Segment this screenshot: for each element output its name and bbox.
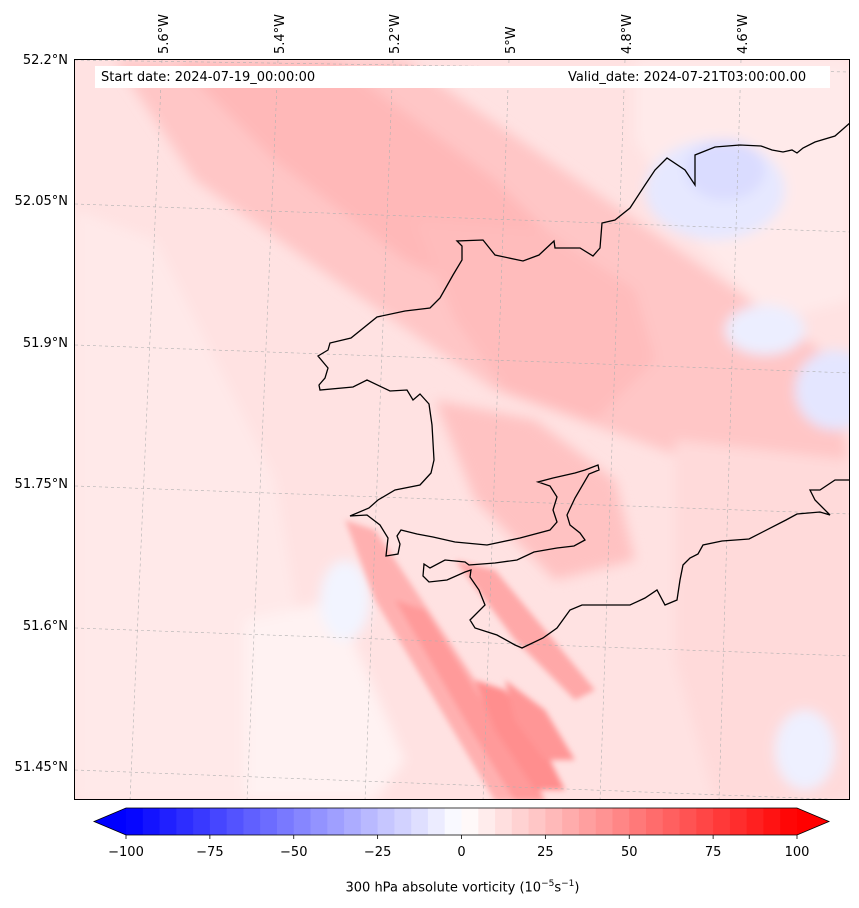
lat-label-52-05: 52.05°N xyxy=(14,194,68,209)
colorbar-segment xyxy=(679,808,697,835)
colorbar-segment xyxy=(511,808,530,835)
colorbar-segment xyxy=(126,808,144,835)
colorbar-title: 300 hPa absolute vorticity (10−5s−1) xyxy=(345,879,580,896)
colorbar-segment xyxy=(176,808,194,835)
colorbar-segment xyxy=(243,808,261,835)
colorbar-segment xyxy=(377,808,395,835)
colorbar-segment xyxy=(193,808,211,835)
lat-label-51-6: 51.6°N xyxy=(22,619,68,634)
colorbar-segment xyxy=(226,808,245,835)
colorbar-segment xyxy=(293,808,312,835)
coastline xyxy=(317,122,849,649)
colorbar-segment xyxy=(595,808,614,835)
colorbar-segment xyxy=(360,808,379,835)
colorbar-tick-label: 0 xyxy=(457,845,466,860)
colorbar-segment xyxy=(344,808,362,835)
colorbar-tick-label: 75 xyxy=(704,845,722,860)
lat-label-51-75: 51.75°N xyxy=(14,477,68,492)
colorbar-segment xyxy=(562,808,580,835)
colorbar-segment xyxy=(310,808,328,835)
colorbar-segment xyxy=(578,808,597,835)
colorbar-segment xyxy=(545,808,563,835)
lat-label-51-45: 51.45°N xyxy=(14,760,68,775)
colorbar-segment xyxy=(394,808,412,835)
colorbar-segment xyxy=(327,808,345,835)
colorbar-segment xyxy=(411,808,429,835)
colorbar-segment xyxy=(646,808,664,835)
colorbar-segment xyxy=(495,808,513,835)
lat-label-52-2: 52.2°N xyxy=(22,53,68,68)
colorbar-tick-label: 25 xyxy=(537,845,554,860)
info-banner xyxy=(95,66,830,88)
colorbar-segment xyxy=(713,808,731,835)
vorticity-map xyxy=(74,59,850,800)
colorbar-tick-label: 100 xyxy=(784,845,810,860)
colorbar-extend-max xyxy=(797,808,829,835)
colorbar-segment xyxy=(276,808,295,835)
colorbar-tick-label: −75 xyxy=(196,845,224,860)
colorbar-segment xyxy=(696,808,714,835)
colorbar-segment xyxy=(629,808,647,835)
colorbar-segment xyxy=(763,808,781,835)
colorbar-segment xyxy=(478,808,496,835)
colorbar-segment xyxy=(528,808,546,835)
colorbar-segment xyxy=(662,808,681,835)
lat-label-51-9: 51.9°N xyxy=(22,336,68,351)
graticule xyxy=(75,60,849,799)
colorbar-segment xyxy=(142,808,161,835)
colorbar-tick-label: −100 xyxy=(108,845,144,860)
colorbar-tick-label: −25 xyxy=(363,845,392,860)
colorbar-extend-min xyxy=(94,808,126,835)
vorticity-field xyxy=(75,60,849,799)
colorbar-segment xyxy=(461,808,479,835)
colorbar-segment xyxy=(444,808,463,835)
colorbar-segment xyxy=(427,808,446,835)
colorbar-segment xyxy=(746,808,765,835)
colorbar-segment xyxy=(780,808,798,835)
colorbar-segment xyxy=(209,808,228,835)
colorbar-segment xyxy=(260,808,278,835)
start-date-label: Start date: 2024-07-19_00:00:00 xyxy=(101,70,316,85)
valid-date-label: Valid_date: 2024-07-21T03:00:00.00 xyxy=(568,70,807,85)
colorbar-tick-label: −50 xyxy=(280,845,308,860)
map-canvas xyxy=(75,60,849,799)
colorbar-segment xyxy=(159,808,177,835)
colorbar-tick-label: 50 xyxy=(620,845,638,860)
colorbar-segment xyxy=(729,808,748,835)
colorbar-segment xyxy=(612,808,630,835)
